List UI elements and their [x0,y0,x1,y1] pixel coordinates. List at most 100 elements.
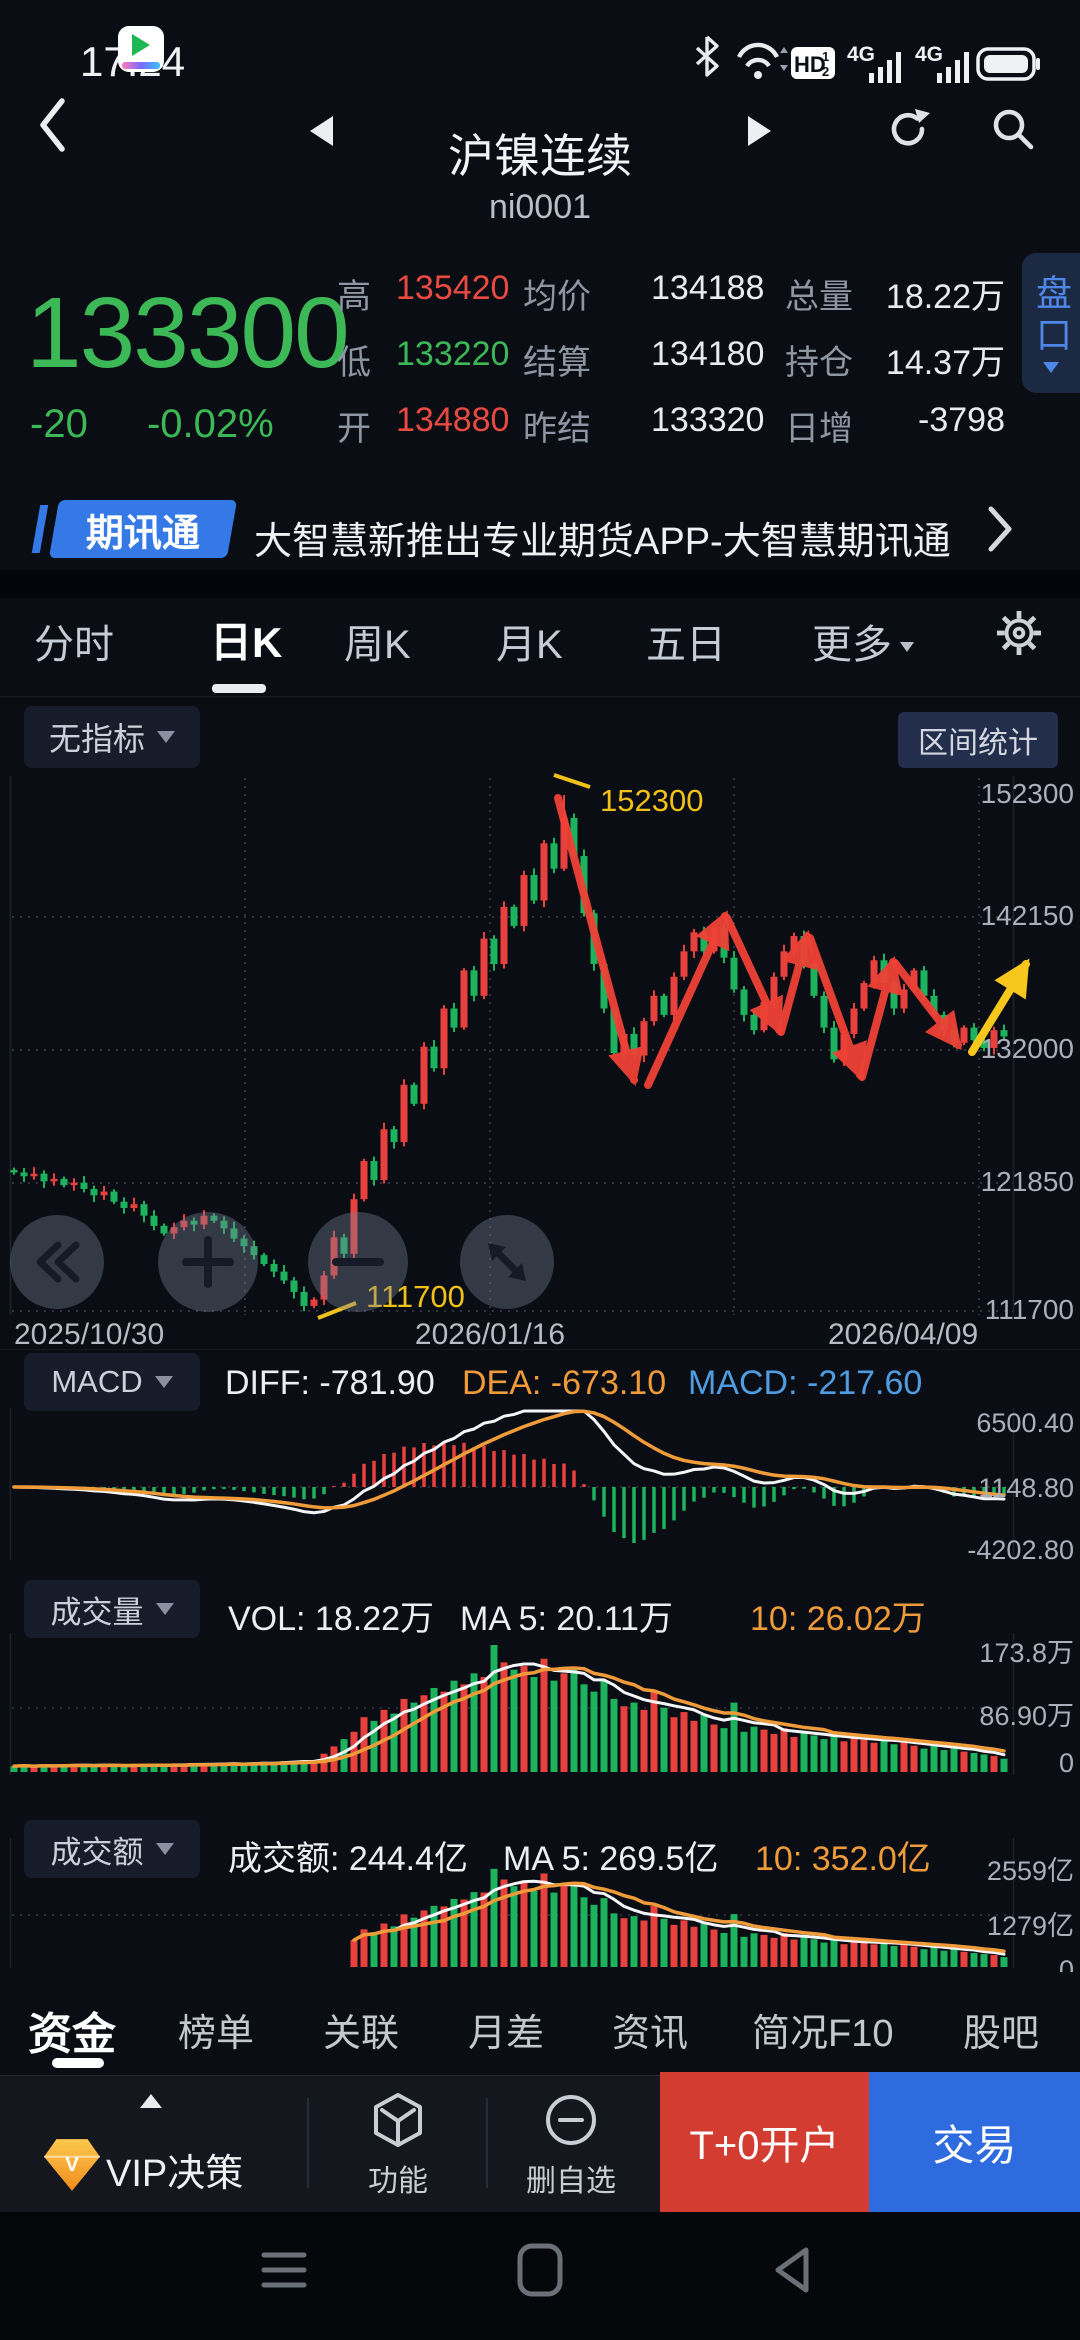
search-icon[interactable] [990,106,1036,152]
range-stat-button[interactable]: 区间统计 [898,712,1058,768]
android-nav-bar [0,2212,1080,2340]
main-chart[interactable]: 152300 111700 [0,770,1080,1352]
indicator-dropdown[interactable]: 无指标 [24,706,200,768]
tab-minute[interactable]: 分时 [34,623,114,667]
tab-related[interactable]: 关联 [323,2013,400,2055]
nav-menu-icon[interactable] [258,2244,310,2296]
double-chevron-left-icon [36,1241,80,1283]
page-title: 沪镍连续 [448,130,632,182]
label-low: 低 [337,344,371,382]
signal-4g-icon-2: 4G [915,43,969,83]
indicator-dropdown-label: 无指标 [48,721,145,757]
vip-strategy-button[interactable]: V VIP决策 [30,2130,290,2200]
pankou-label: 盘口 [1031,273,1072,358]
macd-axis-label: -4202.80 [967,1535,1074,1565]
tab-rankings[interactable]: 榜单 [178,2013,255,2055]
remove-watchlist-button[interactable]: 删自选 [510,2090,640,2200]
value-high: 135420 [396,269,510,307]
turnover-dropdown-label: 成交额 [50,1834,144,1870]
next-contract-arrow[interactable] [748,116,771,146]
vip-expand-arrow[interactable] [140,2094,162,2108]
value-volume: 18.22万 [885,278,1005,316]
main-axis-label: 152300 [980,778,1074,809]
zoom-in-button[interactable] [158,1212,258,1312]
vip-strategy-label: VIP决策 [106,2153,244,2195]
tab-more[interactable]: 更多 [812,612,914,670]
chevron-down-icon [155,1843,174,1855]
volume-dropdown[interactable]: 成交量 [24,1580,200,1638]
divider [0,696,1080,697]
turnover-chart[interactable] [0,1835,1080,1972]
prev-contract-arrow[interactable] [310,116,333,146]
main-axis-label: 111700 [984,1294,1074,1325]
banner-badge: 期讯通 [48,500,238,558]
scroll-left-button[interactable] [10,1215,104,1309]
turnover-dropdown[interactable]: 成交额 [24,1820,200,1878]
value-avg: 134188 [651,269,765,307]
value-oi-change: -3798 [918,401,1005,439]
pankou-tab[interactable]: 盘口 [1022,253,1080,393]
volume-axis-label: 0 [1058,1748,1074,1778]
functions-label: 功能 [368,2165,428,2198]
label-settle: 结算 [523,344,591,382]
macd-chart[interactable] [0,1405,1080,1563]
volume-ma5-value: MA 5: 20.11万 [460,1600,673,1638]
chevron-right-icon [988,506,1012,552]
tab-funds[interactable]: 资金 [28,2010,116,2059]
trade-button[interactable]: 交易 [869,2072,1080,2212]
back-button[interactable] [36,96,70,154]
tab-profile-f10[interactable]: 简况F10 [752,2013,894,2055]
label-oi-change: 日增 [785,410,853,448]
svg-text:111700: 111700 [366,1279,465,1314]
macd-dropdown-label: MACD [51,1364,143,1399]
chevron-down-icon [154,1376,173,1388]
tab-month-spread[interactable]: 月差 [468,2013,545,2055]
tab-monthly-k[interactable]: 月K [496,623,563,667]
gear-icon[interactable] [996,610,1042,656]
value-open-interest: 14.37万 [885,344,1005,382]
t0-open-account-button[interactable]: T+0开户 [660,2072,869,2212]
volume-chart[interactable] [0,1630,1080,1778]
tab-forum[interactable]: 股吧 [963,2013,1040,2055]
main-axis-label: 142150 [980,900,1074,931]
x-axis-date: 2025/10/30 [14,1318,165,1351]
macd-dropdown[interactable]: MACD [24,1353,200,1411]
tab-five-day[interactable]: 五日 [646,623,726,667]
tab-news[interactable]: 资讯 [612,2013,689,2055]
value-settle: 134180 [651,335,765,373]
divider [307,2098,309,2188]
turnover-ma10-value: 10: 352.0亿 [755,1840,931,1878]
value-low: 133220 [396,335,510,373]
nav-home-icon[interactable] [514,2242,566,2298]
value-prev-settle: 133320 [651,401,765,439]
change-value: -20 [30,402,88,446]
promo-banner[interactable]: 期讯通 大智慧新推出专业期货APP-大智慧期讯通 [0,488,1080,570]
chevron-down-icon [1043,361,1059,373]
plus-icon [182,1236,234,1288]
nav-back-icon[interactable] [770,2244,816,2296]
last-price: 133300 [26,277,350,389]
banner-text: 大智慧新推出专业期货APP-大智慧期讯通 [254,521,951,563]
chevron-down-icon [155,1603,174,1615]
turnover-ma5-value: MA 5: 269.5亿 [503,1840,719,1878]
label-avg: 均价 [523,278,591,316]
zoom-out-button[interactable] [308,1212,408,1312]
expand-button[interactable] [460,1215,554,1309]
x-axis-date: 2026/04/09 [828,1318,979,1351]
refresh-icon[interactable] [886,106,932,152]
main-axis-label: 121850 [980,1166,1074,1197]
volume-axis-label: 86.90万 [979,1701,1074,1731]
turnover-chart-clip: 2559亿 1279亿 0 [0,1835,1080,1972]
banner-badge-label: 期讯通 [85,512,200,555]
functions-button[interactable]: 功能 [340,2090,455,2200]
minus-icon [332,1258,384,1266]
value-open: 134880 [396,401,510,439]
tab-daily-k[interactable]: 日K [210,619,283,666]
tab-weekly-k[interactable]: 周K [344,623,411,667]
battery-icon [976,47,1040,81]
quote-row: 开 134880 昨结 133320 日增 -3798 [0,401,1010,448]
svg-text:152300: 152300 [600,783,703,818]
turnover-axis-label: 0 [1058,1955,1074,1972]
label-high: 高 [337,278,371,316]
